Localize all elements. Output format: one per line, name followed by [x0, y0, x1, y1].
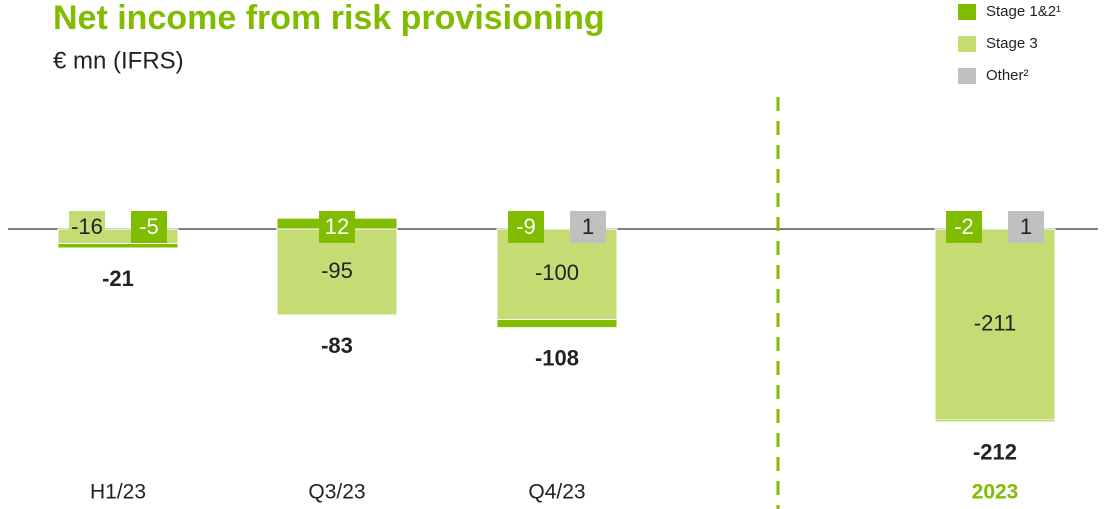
bar-segment	[496, 228, 618, 320]
legend-swatch	[958, 36, 976, 52]
value-label: 12	[325, 214, 349, 239]
total-label: -212	[973, 440, 1017, 465]
chart-subtitle: € mn (IFRS)	[53, 47, 184, 74]
x-tick-label: H1/23	[90, 481, 146, 504]
x-tick-label: Q4/23	[528, 481, 585, 504]
value-label: 1	[582, 214, 594, 239]
chart-title: Net income from risk provisioning	[53, 0, 605, 37]
bar-segment	[544, 227, 570, 230]
value-label: -95	[321, 258, 353, 283]
total-label: -83	[321, 333, 353, 358]
value-box	[1008, 211, 1044, 243]
value-label: -211	[974, 310, 1016, 335]
legend-label: Stage 1&2¹	[986, 3, 1061, 20]
value-label: -100	[535, 260, 579, 285]
value-box	[131, 211, 167, 243]
value-label: -16	[71, 214, 103, 239]
value-box	[69, 211, 105, 243]
value-label: 1	[1020, 214, 1032, 239]
total-label: -108	[535, 345, 579, 370]
value-box	[319, 211, 355, 243]
x-tick-label: 2023	[972, 481, 1019, 504]
legend-swatch	[958, 68, 976, 84]
x-tick-label: Q3/23	[308, 481, 365, 504]
bar-segment	[276, 228, 398, 316]
value-box	[508, 211, 544, 243]
value-box	[946, 211, 982, 243]
bar-segment	[934, 228, 1056, 421]
bar-segment	[57, 242, 179, 249]
legend-label: Other²	[986, 67, 1029, 84]
bar-segment	[982, 227, 1008, 230]
bar-segment	[496, 319, 618, 329]
legend-swatch	[958, 4, 976, 20]
total-label: -21	[102, 266, 134, 291]
value-label: -9	[516, 214, 536, 239]
legend-label: Stage 3	[986, 35, 1038, 52]
value-label: -2	[954, 214, 974, 239]
value-label: -5	[139, 214, 159, 239]
value-box	[570, 211, 606, 243]
bar-segment	[934, 419, 1056, 423]
